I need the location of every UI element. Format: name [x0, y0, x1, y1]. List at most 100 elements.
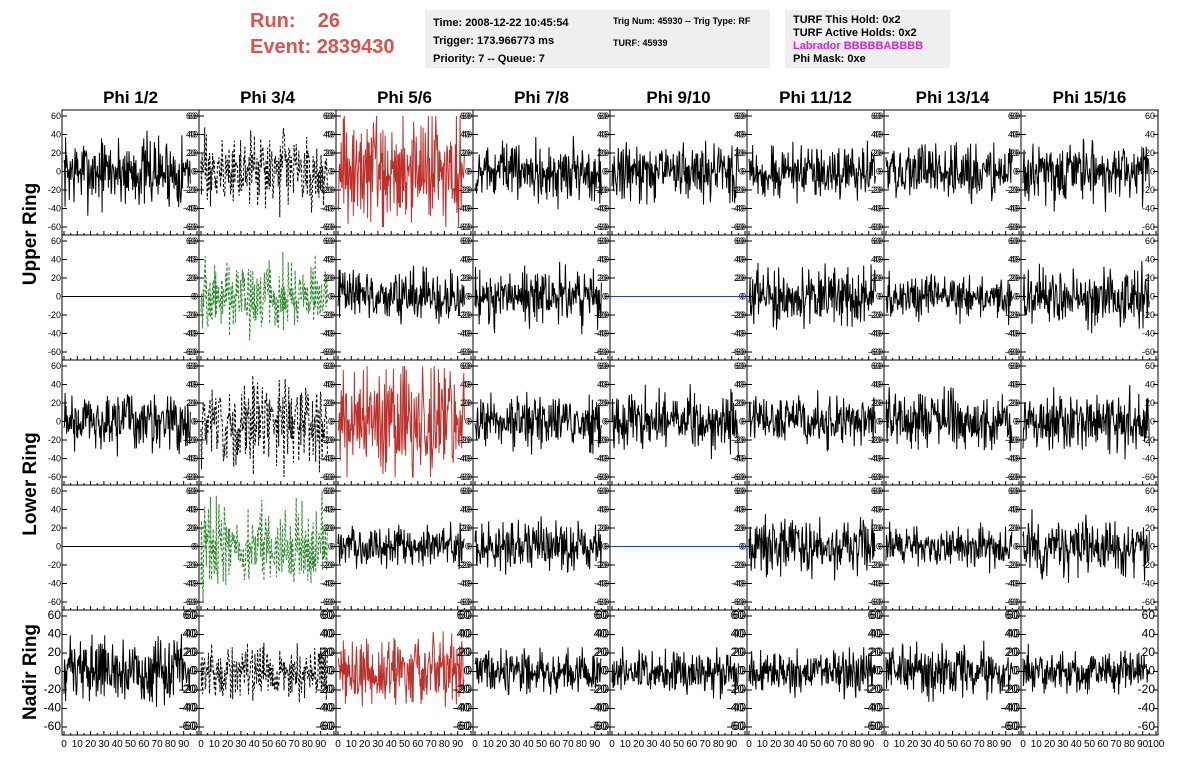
y-tick-label: 60 [736, 486, 746, 496]
y-tick-label: -40 [459, 329, 472, 339]
y-tick-label: 0 [739, 664, 746, 678]
y-tick-label: -60 [185, 222, 198, 232]
y-tick-label: -20 [457, 560, 470, 570]
waveform-trace [611, 646, 739, 700]
y-tick-label: -40 [733, 579, 746, 589]
y-tick-label: 40 [188, 130, 198, 140]
y-tick-label: -20 [183, 310, 196, 320]
y-tick-label: -60 [48, 472, 61, 482]
y-tick-label: 20 [320, 645, 334, 659]
y-tick-label: -40 [48, 454, 61, 464]
y-tick-label: 40 [596, 627, 610, 641]
x-tick-label: 0 [746, 739, 752, 750]
y-tick-label: -40 [733, 329, 746, 339]
y-tick-label: 60 [323, 236, 333, 246]
time-info-box: Time: 2008-12-22 10:45:54 Trigger: 173.9… [425, 10, 610, 68]
y-tick-label: 0 [189, 664, 196, 678]
y-tick-label: 60 [599, 111, 609, 121]
y-tick-label: -40 [596, 579, 609, 589]
panel-frame [61, 234, 200, 361]
y-tick-label: -40 [1005, 454, 1018, 464]
waveform-trace [885, 521, 1013, 574]
labrador-text: Labrador BBBBBABBBB [793, 40, 924, 52]
turf-info-box: TURF This Hold: 0x2 TURF Active Holds: 0… [785, 10, 950, 68]
x-tick-label: 80 [987, 739, 999, 750]
y-tick-label: 20 [871, 148, 881, 158]
y-tick-label: -60 [320, 472, 333, 482]
waveform-trace [337, 631, 465, 708]
y-tick-label: 20 [186, 148, 196, 158]
y-tick-label: 0 [737, 664, 744, 678]
y-tick-label: 40 [1145, 130, 1155, 140]
y-tick-label: 60 [1010, 361, 1020, 371]
y-tick-label: 20 [597, 398, 607, 408]
y-tick-label: 20 [1010, 273, 1020, 283]
y-tick-label: 0 [465, 292, 470, 302]
y-tick-label: -20 [457, 310, 470, 320]
y-tick-label: 40 [185, 627, 199, 641]
y-tick-label: 40 [873, 505, 883, 515]
x-tick-label: 60 [275, 739, 287, 750]
y-tick-label: -60 [322, 222, 335, 232]
y-tick-label: 0 [602, 417, 607, 427]
y-tick-label: 20 [1008, 398, 1018, 408]
x-tick-label: 60 [138, 739, 150, 750]
y-tick-label: 20 [734, 398, 744, 408]
x-tick-label: 80 [1124, 739, 1136, 750]
y-tick-label: -60 [594, 222, 607, 232]
y-tick-label: -40 [1001, 701, 1019, 715]
y-tick-label: -60 [459, 347, 472, 357]
priority-text: Priority: 7 -- Queue: 7 [433, 53, 545, 65]
x-tick-label: 20 [770, 739, 782, 750]
y-tick-label: -40 [320, 454, 333, 464]
y-tick-label: 0 [600, 664, 607, 678]
y-tick-label: 60 [460, 111, 470, 121]
x-tick-label: 20 [496, 739, 508, 750]
y-tick-label: -40 [1138, 701, 1156, 715]
y-tick-label: 40 [599, 130, 609, 140]
y-tick-label: 20 [733, 645, 747, 659]
y-tick-label: -60 [1142, 222, 1155, 232]
waveform-trace [748, 140, 876, 204]
y-tick-label: 20 [734, 148, 744, 158]
y-tick-label: 20 [48, 645, 62, 659]
y-tick-label: 20 [462, 398, 472, 408]
y-tick-label: -60 [592, 719, 610, 733]
y-tick-label: 40 [462, 380, 472, 390]
x-tick-label: 30 [1057, 739, 1069, 750]
y-tick-label: -20 [459, 310, 472, 320]
y-tick-label: 60 [596, 608, 610, 622]
x-tick-label: 40 [112, 739, 124, 750]
y-tick-label: 20 [51, 523, 61, 533]
y-tick-label: 20 [599, 273, 609, 283]
y-tick-label: 0 [467, 292, 472, 302]
y-tick-label: 60 [736, 361, 746, 371]
x-tick-label: 30 [235, 739, 247, 750]
y-tick-label: -40 [181, 701, 199, 715]
waveform-trace [1022, 261, 1150, 334]
y-tick-label: 40 [323, 255, 333, 265]
y-tick-label: 40 [48, 627, 62, 641]
y-tick-label: -40 [457, 454, 470, 464]
y-tick-label: -20 [596, 310, 609, 320]
waveform-trace [611, 383, 739, 460]
waveform-trace [1022, 385, 1150, 460]
y-tick-label: 20 [459, 645, 473, 659]
y-tick-label: -20 [1142, 185, 1155, 195]
y-tick-label: -20 [733, 185, 746, 195]
y-tick-label: -60 [457, 222, 470, 232]
y-tick-label: 0 [193, 542, 198, 552]
x-tick-label: 50 [947, 739, 959, 750]
x-tick-label: 80 [713, 739, 725, 750]
y-tick-label: -60 [183, 347, 196, 357]
y-tick-label: -20 [870, 185, 883, 195]
y-tick-label: -40 [48, 329, 61, 339]
y-tick-label: 0 [878, 542, 883, 552]
x-tick-label: 30 [646, 739, 658, 750]
y-tick-label: 60 [1007, 608, 1021, 622]
y-tick-label: 40 [325, 380, 335, 390]
x-tick-label: 70 [974, 739, 986, 750]
y-tick-label: 40 [51, 130, 61, 140]
y-tick-label: -20 [1007, 185, 1020, 195]
y-tick-label: 60 [188, 236, 198, 246]
